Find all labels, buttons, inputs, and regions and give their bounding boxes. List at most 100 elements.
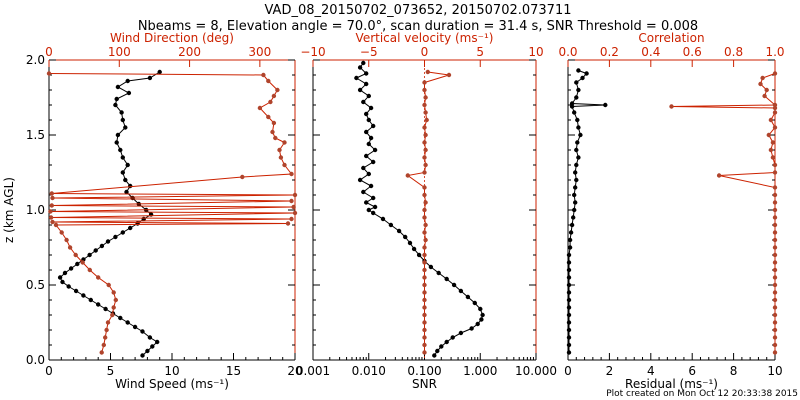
data-point-residual [572, 192, 577, 198]
data-point-wind-direction [278, 155, 284, 160]
data-point-wind-direction [59, 230, 64, 235]
data-point-wind-speed [68, 266, 74, 271]
data-point-snr [444, 339, 449, 345]
data-point-correlation [772, 192, 778, 198]
top-tick-label: 100 [108, 45, 131, 59]
top-tick-label: 0.6 [683, 45, 702, 59]
data-point-correlation [772, 102, 778, 108]
x-tick-label: 0 [564, 364, 572, 378]
data-point-residual [569, 101, 575, 106]
data-point-vertical-velocity [422, 155, 427, 160]
data-point-residual [566, 350, 572, 355]
data-point-vertical-velocity [422, 215, 427, 220]
data-point-wind-speed [140, 329, 145, 334]
data-point-residual [572, 207, 577, 213]
data-point-wind-direction [289, 171, 294, 177]
data-point-wind-speed [124, 189, 129, 195]
data-point-wind-speed [113, 102, 118, 108]
data-point-vertical-velocity [422, 320, 427, 325]
data-point-snr [366, 117, 371, 123]
data-point-snr [364, 153, 369, 159]
data-point-wind-speed [73, 288, 79, 294]
x-tick-label: 20 [287, 364, 302, 378]
data-point-snr [368, 183, 374, 189]
data-point-correlation [772, 335, 778, 340]
data-point-wind-direction [266, 114, 271, 120]
y-tick-label: 0.0 [26, 353, 45, 367]
data-point-residual [574, 80, 579, 85]
data-point-wind-direction [49, 203, 54, 208]
data-point-residual [571, 215, 576, 220]
data-point-wind-direction [261, 72, 266, 78]
data-point-vertical-velocity [422, 125, 427, 130]
data-point-residual [574, 162, 579, 168]
data-point-vertical-velocity [423, 132, 428, 138]
data-point-residual [576, 155, 581, 160]
data-point-correlation [772, 162, 778, 168]
data-point-snr [354, 75, 359, 81]
data-point-snr [428, 264, 434, 270]
data-point-wind-speed [75, 261, 80, 267]
data-point-residual [566, 297, 572, 303]
data-point-residual [566, 342, 572, 348]
data-point-snr [472, 300, 477, 306]
series-line-correlation [671, 73, 777, 353]
data-point-correlation [766, 132, 771, 138]
data-point-correlation [772, 125, 778, 130]
data-point-correlation [758, 81, 763, 87]
data-point-wind-speed [147, 335, 153, 340]
series-line-vertical-velocity [406, 71, 450, 353]
data-point-wind-speed [87, 252, 92, 258]
data-point-wind-direction [282, 162, 287, 168]
data-point-snr [366, 171, 371, 177]
data-point-correlation [772, 110, 778, 115]
data-point-correlation [772, 200, 778, 205]
data-point-snr [439, 344, 444, 349]
data-point-residual [568, 230, 574, 235]
data-point-wind-speed [57, 275, 63, 280]
top-tick-label: −5 [360, 45, 378, 59]
data-point-wind-direction [270, 129, 275, 135]
panel-snr: 0.001 0.010 0.100 1.000 10.000 SNR −10 −5 0 5 10 Ve… [296, 31, 557, 391]
data-point-vertical-velocity [423, 95, 428, 100]
data-point-wind-speed [120, 117, 126, 123]
data-point-snr [371, 123, 376, 129]
data-point-correlation [770, 140, 776, 145]
data-point-wind-speed [113, 234, 118, 240]
top-tick-label: 10 [528, 45, 543, 59]
data-point-snr [372, 204, 378, 210]
data-point-snr [366, 93, 371, 99]
data-point-wind-speed [96, 302, 101, 307]
data-point-correlation [772, 260, 778, 265]
x-tick-label: 6 [688, 364, 696, 378]
y-tick-label: 1.0 [26, 203, 45, 217]
data-point-residual [575, 117, 580, 123]
data-point-correlation [772, 275, 778, 280]
data-point-wind-speed [115, 132, 121, 138]
data-point-wind-direction [110, 312, 115, 318]
data-point-wind-direction [106, 282, 111, 288]
data-point-wind-speed [114, 96, 119, 102]
data-point-residual [573, 170, 578, 175]
data-point-wind-speed [130, 195, 135, 201]
data-point-wind-speed [126, 90, 132, 96]
data-point-residual [578, 132, 583, 138]
data-point-vertical-velocity [405, 173, 410, 178]
data-point-vertical-velocity [422, 312, 427, 318]
title-line-1: VAD_08_20150702_073652, 20150702.073711 [265, 3, 572, 18]
data-point-wind-direction [266, 78, 271, 84]
title-line-2: Nbeams = 8, Elevation angle = 70.0°, sca… [138, 19, 698, 34]
x-tick-label: 8 [730, 364, 738, 378]
panel-residual: 0 2 4 6 8 10 Residual (ms⁻¹) 0.0 0.2 0.4 0.6 0.8 1.0… [558, 31, 784, 391]
data-point-wind-speed [60, 279, 65, 285]
panel-wind: 0.0 0.5 1.0 1.5 2.0 z (km AGL) 0 5 10 15 20 Wind Sp… [2, 31, 303, 391]
data-point-wind-speed [66, 284, 71, 289]
data-point-vertical-velocity [422, 80, 427, 85]
data-point-correlation [772, 267, 778, 273]
data-point-wind-speed [125, 320, 130, 325]
top-tick-label: 5 [476, 45, 484, 59]
data-point-snr [380, 216, 386, 222]
data-point-wind-direction [282, 140, 287, 145]
data-point-vertical-velocity [422, 140, 427, 145]
data-point-wind-direction [48, 215, 54, 220]
